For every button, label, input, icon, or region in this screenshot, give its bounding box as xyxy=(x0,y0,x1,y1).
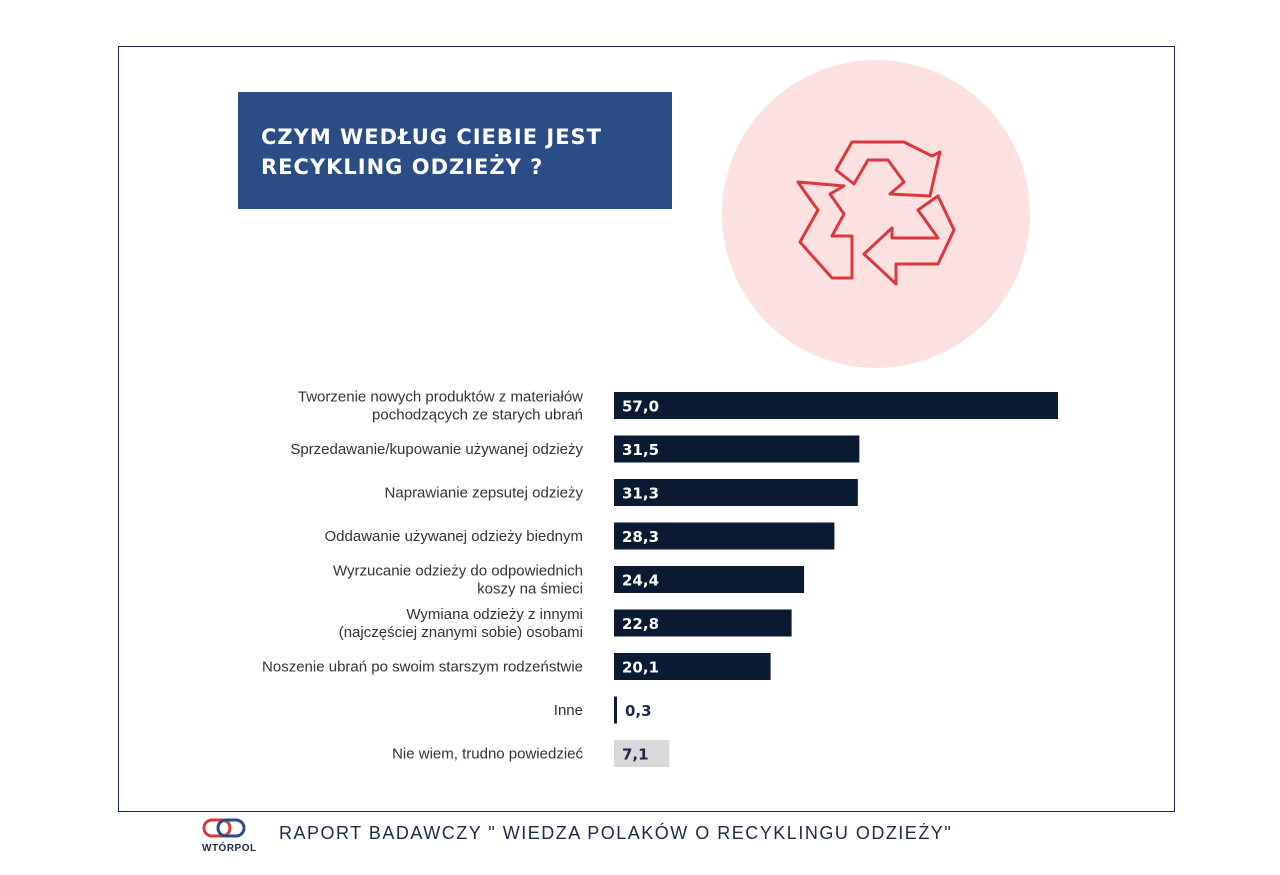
category-label-4-1: Oddawanie używanej odzieży biednym xyxy=(325,528,583,545)
bar-4 xyxy=(614,522,835,550)
bar-value-label-1: 57,0 xyxy=(622,398,659,416)
bar-value-label-9: 7,1 xyxy=(622,746,649,764)
bar-3 xyxy=(614,479,858,506)
category-label-6-1: Wymiana odzieży z innymi xyxy=(406,606,583,623)
bar-value-label-6: 22,8 xyxy=(622,615,659,633)
category-label-1-2: pochodzących ze starych ubrań xyxy=(372,407,583,424)
bar-6 xyxy=(614,609,792,637)
chart-title-line-2: RECYKLING ODZIEŻY ? xyxy=(261,155,544,179)
category-label-6-2: (najczęściej znanymi sobie) osobami xyxy=(339,624,583,641)
category-label-7-1: Noszenie ubrań po swoim starszym rodzeńs… xyxy=(262,659,583,676)
bar-value-label-5: 24,4 xyxy=(622,572,659,590)
bar-2 xyxy=(614,435,860,463)
bar-value-label-8: 0,3 xyxy=(625,702,652,720)
bar-value-label-2: 31,5 xyxy=(622,441,659,459)
wtorpol-logo-icon xyxy=(202,818,246,838)
chart-title-line-1: CZYM WEDŁUG CIEBIE JEST xyxy=(261,125,602,149)
bar-1 xyxy=(614,392,1058,419)
category-label-5-1: Wyrzucanie odzieży do odpowiednich xyxy=(333,563,583,580)
bar-7 xyxy=(614,653,771,680)
category-label-8-1: Inne xyxy=(554,702,583,719)
category-label-5-2: koszy na śmieci xyxy=(477,581,583,598)
report-title: RAPORT BADAWCZY " WIEDZA POLAKÓW O RECYK… xyxy=(279,823,953,843)
category-label-1-1: Tworzenie nowych produktów z materiałów xyxy=(298,389,583,406)
chart-frame xyxy=(118,46,1175,812)
logo-wordmark: WTÓRPOL xyxy=(202,843,257,854)
icon-circle xyxy=(722,60,1030,368)
bar-9 xyxy=(614,740,670,767)
bar-value-label-3: 31,3 xyxy=(622,485,659,503)
bar-5 xyxy=(614,566,805,593)
category-label-3-1: Naprawianie zepsutej odzieży xyxy=(385,485,584,502)
category-label-2-1: Sprzedawanie/kupowanie używanej odzieży xyxy=(290,441,583,458)
bar-value-label-7: 20,1 xyxy=(622,659,659,677)
title-box: CZYM WEDŁUG CIEBIE JEST RECYKLING ODZIEŻ… xyxy=(238,92,672,209)
category-label-9-1: Nie wiem, trudno powiedzieć xyxy=(392,746,583,763)
bar-value-label-4: 28,3 xyxy=(622,528,659,546)
bar-8 xyxy=(614,696,617,724)
recycle-icon xyxy=(796,140,956,286)
